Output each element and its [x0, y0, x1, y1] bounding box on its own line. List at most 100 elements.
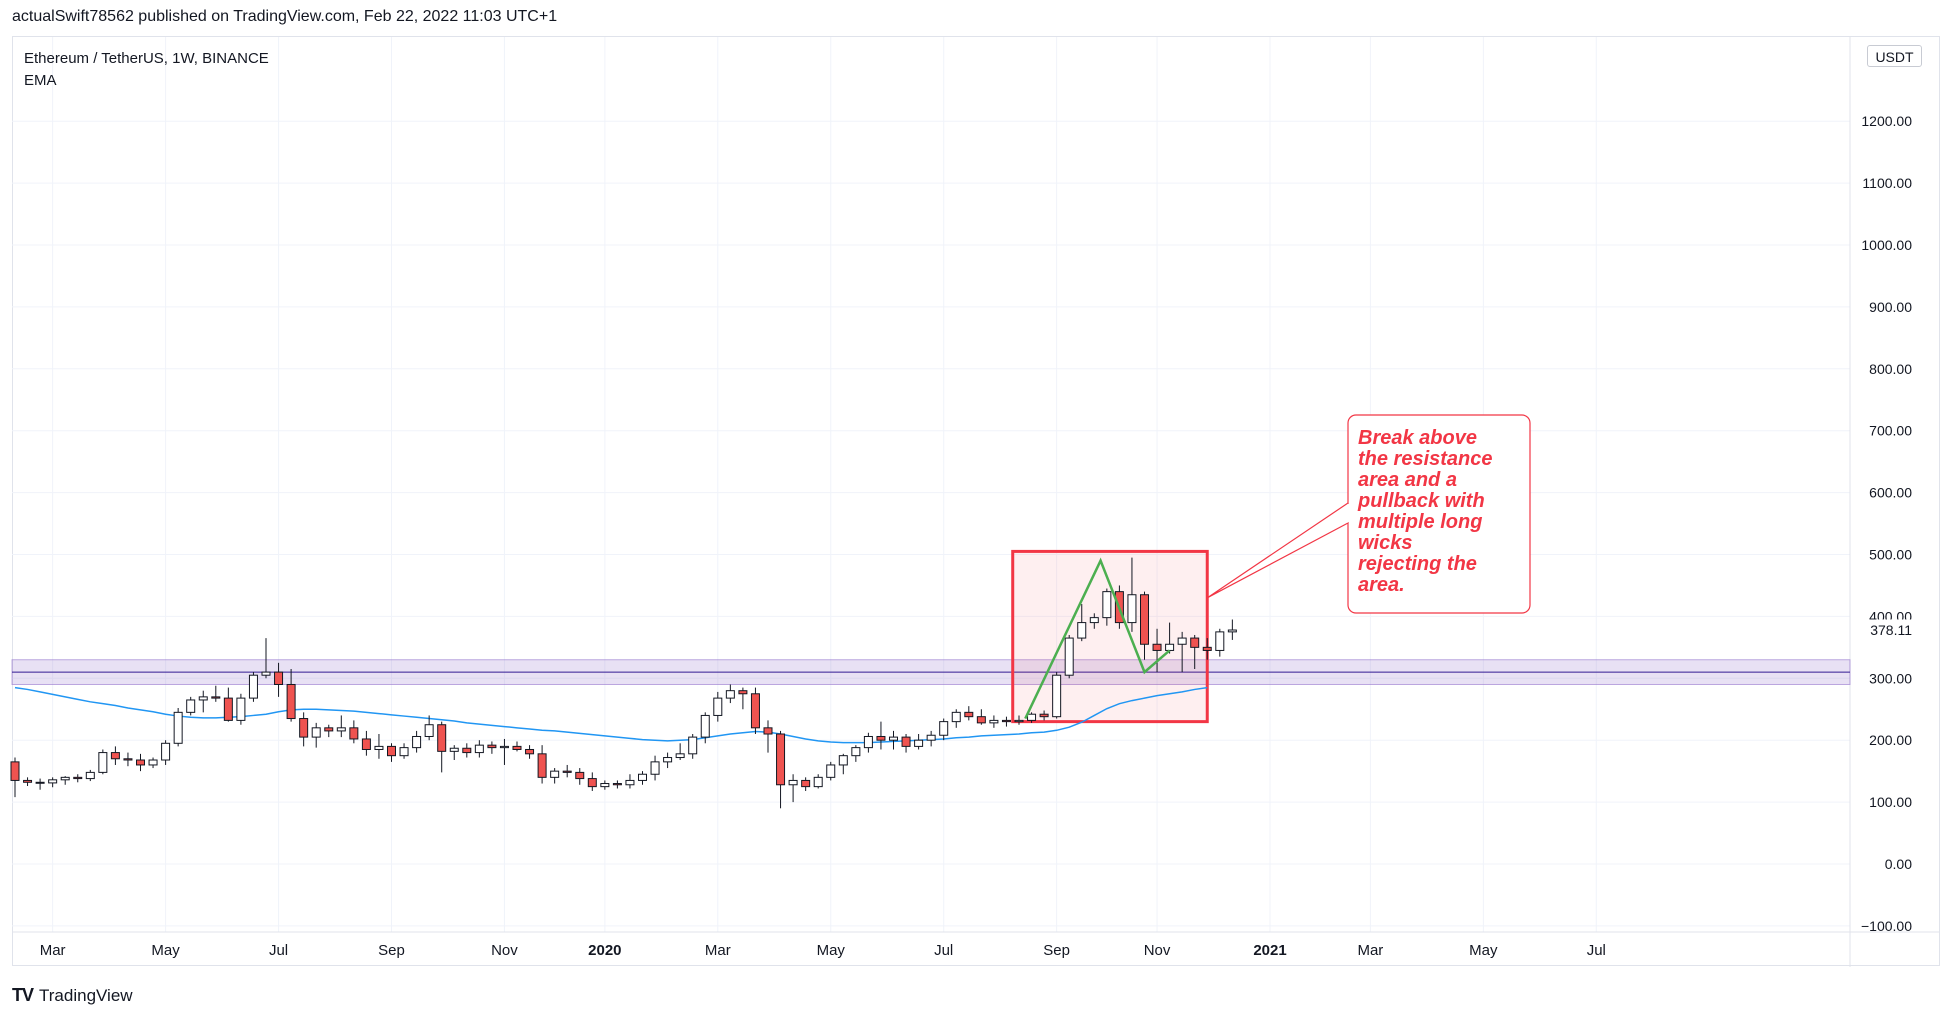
candle [274, 662, 284, 697]
candle [625, 774, 635, 789]
y-tick-label: 500.00 [1869, 547, 1912, 563]
candle-body [675, 753, 685, 759]
candle [512, 741, 522, 752]
candle-body [663, 757, 673, 763]
candle [361, 730, 371, 756]
candle-body [261, 671, 271, 676]
x-tick-label: Nov [1144, 942, 1171, 959]
candle [311, 722, 321, 748]
candle-body [23, 779, 33, 783]
candle [939, 718, 949, 741]
x-tick-label: Mar [705, 942, 731, 959]
symbol-info[interactable]: Ethereum / TetherUS, 1W, BINANCE EMA [24, 48, 269, 92]
candle-body [625, 779, 635, 786]
candle [1152, 628, 1162, 673]
x-tick-label: Sep [378, 942, 405, 959]
chart-frame[interactable] [12, 36, 1940, 966]
candle [638, 771, 647, 785]
candle [1127, 557, 1137, 632]
candle [236, 693, 246, 725]
candle [914, 734, 924, 750]
candle [713, 691, 723, 722]
candle [85, 769, 95, 782]
candle [700, 712, 710, 744]
candle-body [110, 752, 120, 760]
candle [374, 734, 384, 759]
candle-body [48, 779, 58, 784]
candle-body [98, 752, 108, 773]
candle-body [700, 714, 710, 738]
candle-body [1089, 617, 1099, 624]
candle [575, 768, 585, 785]
indicator-label[interactable]: EMA [24, 72, 57, 89]
symbol-title: Ethereum / TetherUS, 1W, BINANCE [24, 50, 269, 67]
candle [587, 772, 597, 791]
x-tick-label: Jul [934, 942, 953, 959]
candle-body [60, 776, 70, 781]
annotation-text: Break above the resistance area and a pu… [1358, 427, 1493, 596]
candle-body [512, 745, 522, 750]
candle [1064, 634, 1074, 679]
candle-body [562, 770, 572, 773]
candle [612, 780, 622, 789]
candle [1089, 613, 1099, 629]
candle [989, 715, 999, 728]
candle [1140, 591, 1149, 660]
candle [110, 746, 120, 765]
candle [788, 774, 798, 803]
currency-selector[interactable]: USDT [1867, 45, 1922, 67]
candle-body [85, 771, 95, 780]
candle [976, 709, 986, 725]
candle-body [1102, 591, 1112, 619]
candle-body [1215, 631, 1225, 651]
candle-body [1001, 719, 1011, 723]
candle-body [236, 697, 246, 721]
candle [261, 638, 271, 679]
candle [324, 724, 334, 738]
x-tick-label: Mar [1357, 942, 1383, 959]
candle-body [349, 727, 359, 740]
candle-body [914, 739, 924, 747]
candle-body [424, 724, 434, 737]
candle [424, 715, 434, 741]
x-tick-label: May [817, 942, 846, 959]
annotation-pointer [1206, 502, 1349, 599]
candle-body [826, 764, 836, 778]
last-price-label: 378.11 [1870, 622, 1912, 638]
candle [537, 745, 547, 784]
candle [600, 780, 610, 790]
candle-body [374, 745, 384, 750]
candle-body [638, 773, 647, 781]
candle-body [1027, 713, 1037, 721]
candle [725, 684, 735, 704]
candle-body [738, 690, 748, 695]
candle-body [763, 727, 773, 735]
candle-body [161, 742, 171, 761]
candle-body [1052, 674, 1062, 718]
candle-body [650, 761, 660, 775]
candle-body [600, 783, 610, 788]
candle-body [35, 781, 45, 784]
candle-body [550, 770, 560, 778]
candle-body [537, 753, 547, 778]
candle [449, 745, 459, 761]
brand[interactable]: TV TradingView [12, 985, 133, 1006]
candle-body [499, 745, 509, 749]
candle-body [1202, 646, 1212, 651]
highlight-box [1011, 549, 1209, 724]
candle [474, 740, 484, 758]
candle-body [750, 693, 760, 729]
candle [688, 734, 698, 759]
candle-body [838, 755, 848, 766]
candle-body [901, 736, 911, 747]
candle [1190, 634, 1200, 670]
candle-body [1127, 594, 1137, 624]
candle [98, 749, 108, 775]
ema-line [14, 686, 1208, 744]
y-tick-label: 1000.00 [1861, 237, 1912, 253]
candle [876, 721, 886, 750]
candle-body [223, 697, 233, 721]
candle [1227, 619, 1237, 640]
candle [487, 741, 497, 754]
